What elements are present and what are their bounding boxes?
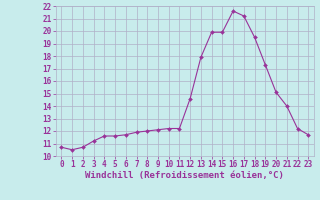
X-axis label: Windchill (Refroidissement éolien,°C): Windchill (Refroidissement éolien,°C) bbox=[85, 171, 284, 180]
